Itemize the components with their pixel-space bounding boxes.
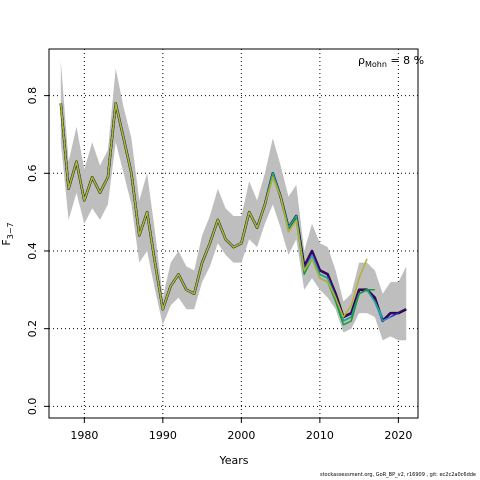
x-tick-label: 1990 <box>149 429 177 442</box>
y-axis-title-subscript: 3−7 <box>6 222 15 239</box>
x-axis: 1980 1990 2000 2010 2020 <box>70 418 412 442</box>
mohn-rho-value: = 8 % <box>387 54 424 67</box>
y-axis-title-main: F <box>0 239 13 245</box>
y-tick-label: 0.6 <box>26 165 39 183</box>
y-tick-label: 0.4 <box>26 242 39 260</box>
footer-credit: stockassessment.org, GoR_BP_v2, r16909 ,… <box>319 472 476 478</box>
mohn-rho-symbol: ρ <box>358 54 365 67</box>
x-axis-title: Years <box>218 454 248 467</box>
x-tick-label: 2020 <box>384 429 412 442</box>
plot-frame <box>48 48 419 419</box>
y-tick-label: 0.8 <box>26 87 39 105</box>
y-axis: 0.0 0.2 0.4 0.6 0.8 <box>26 87 49 415</box>
x-tick-label: 1980 <box>70 429 98 442</box>
series-line-7 <box>60 102 368 318</box>
y-tick-label: 0.0 <box>26 398 39 416</box>
x-tick-label: 2000 <box>227 429 255 442</box>
x-tick-label: 2010 <box>306 429 334 442</box>
series-lines <box>59 102 407 326</box>
y-axis-title: F3−7 <box>0 222 15 245</box>
y-tick-label: 0.2 <box>26 320 39 338</box>
confidence-band <box>60 60 407 341</box>
mohn-rho-annotation: ρMohn = 8 % <box>358 54 424 69</box>
mohn-rho-subscript: Mohn <box>365 60 387 69</box>
